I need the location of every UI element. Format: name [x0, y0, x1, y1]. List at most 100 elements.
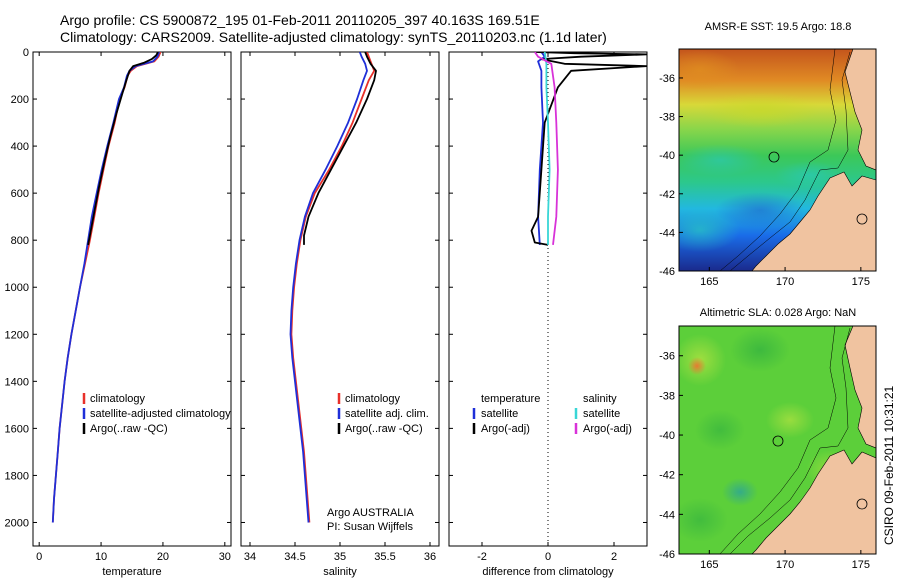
y-tick-label: 1000: [5, 282, 29, 294]
difference-x-axis: -2 0 2: [477, 52, 617, 563]
sla-map-y-axis: -36 -38 -40 -42 -44 -46: [659, 351, 683, 561]
x-tick-label: 0: [36, 551, 42, 563]
sst-argo-marker: [768, 151, 780, 163]
series-line-salinity-satellite: [543, 52, 551, 245]
salinity-panel: 34 34.5 35 35.5 36 salinity climatology sate…: [240, 51, 440, 578]
difference-panel: -2 0 2 difference from climatology tempera…: [448, 51, 648, 578]
salinity-x-axis: 34 34.5 35 35.5 36: [244, 52, 436, 563]
legend-label-climatology: climatology: [90, 393, 146, 405]
map-y-tick-label: -42: [659, 470, 675, 482]
sla-second-marker: [856, 498, 868, 510]
header-line-2: Climatology: CARS2009. Satellite-adjuste…: [60, 29, 607, 45]
salinity-series: [289, 52, 377, 523]
legend-label-temp-satellite: satellite: [481, 408, 518, 420]
map-y-tick-label: -44: [659, 227, 675, 239]
salinity-legend: climatology satellite adj. clim. Argo(..…: [337, 393, 429, 435]
sla-map-title: Altimetric SLA: 0.028 Argo: NaN: [700, 307, 857, 319]
difference-xlabel: difference from climatology: [482, 566, 614, 578]
x-tick-label: 34.5: [284, 551, 305, 563]
map-y-tick-label: -36: [659, 351, 675, 363]
x-tick-label: 30: [219, 551, 231, 563]
x-tick-label: 35: [334, 551, 346, 563]
legend-label-sal-argo: Argo(-adj): [583, 423, 632, 435]
temperature-xlabel: temperature: [102, 566, 161, 578]
temperature-x-axis: 0 10 20 30: [36, 52, 231, 563]
map-y-tick-label: -40: [659, 150, 675, 162]
sst-map-y-axis: -36 -38 -40 -42 -44 -46: [659, 73, 683, 278]
temperature-y-axis: 0 200 400 600 800 1000 1200 1400 1600 1800 2000: [5, 47, 231, 529]
x-tick-label: 35.5: [374, 551, 395, 563]
series-line-argo-raw-qc-: [87, 52, 159, 246]
salinity-xlabel: salinity: [323, 566, 357, 578]
y-tick-label: 400: [11, 141, 29, 153]
sla-map-x-axis: 165 170 175: [700, 550, 870, 571]
legend-label-climatology: climatology: [345, 393, 401, 405]
x-tick-label: 10: [95, 551, 107, 563]
map-x-tick-label: 165: [700, 559, 718, 571]
map-x-tick-label: 175: [852, 276, 870, 288]
sst-second-marker: [856, 213, 868, 225]
map-y-tick-label: -36: [659, 73, 675, 85]
salinity-axes-box: [240, 51, 440, 547]
sla-argo-marker: [772, 435, 784, 447]
series-line-satellite-adj-clim-: [289, 52, 368, 523]
annotation-argo-australia: Argo AUSTRALIA: [327, 507, 414, 519]
y-tick-label: 0: [23, 47, 29, 59]
map-x-tick-label: 165: [700, 276, 718, 288]
legend-label-satellite: satellite-adjusted climatology: [90, 408, 231, 420]
temperature-panel: 0 200 400 600 800 1000 1200 1400 1600 1800 2000 0 1…: [5, 47, 232, 578]
series-line-climatology: [51, 52, 162, 523]
legend-label-satellite: satellite adj. clim.: [345, 408, 429, 420]
map-y-tick-label: -46: [659, 266, 675, 278]
legend-label-temp-argo: Argo(-adj): [481, 423, 530, 435]
y-tick-label: 1200: [5, 329, 29, 341]
x-tick-label: -2: [477, 551, 487, 563]
csiro-timestamp: CSIRO 09-Feb-2011 10:31:21: [882, 385, 896, 545]
y-tick-label: 800: [11, 235, 29, 247]
map-x-tick-label: 170: [776, 559, 794, 571]
salinity-y-ticks: [241, 51, 439, 523]
map-y-tick-label: -38: [659, 390, 675, 402]
difference-series: [530, 52, 647, 246]
x-tick-label: 2: [611, 551, 617, 563]
header-line-1: Argo profile: CS 5900872_195 01-Feb-2011…: [60, 12, 540, 28]
x-tick-label: 0: [545, 551, 551, 563]
map-x-tick-label: 175: [852, 559, 870, 571]
series-line-satellite-adjusted-climatology: [51, 52, 161, 523]
map-y-tick-label: -44: [659, 509, 675, 521]
x-tick-label: 34: [244, 551, 256, 563]
y-tick-label: 2000: [5, 517, 29, 529]
legend-label-argo: Argo(..raw -QC): [90, 423, 168, 435]
sst-map-image: [679, 49, 876, 271]
legend-heading-temperature: temperature: [481, 393, 540, 405]
map-y-tick-label: -38: [659, 112, 675, 124]
series-line-salinity-argo-adj-: [534, 52, 559, 246]
y-tick-label: 1800: [5, 470, 29, 482]
temperature-series: [51, 52, 162, 523]
sst-map-x-axis: 165 170 175: [700, 267, 870, 288]
map-y-tick-label: -42: [659, 189, 675, 201]
legend-label-argo: Argo(..raw -QC): [345, 423, 423, 435]
sla-map-panel: Altimetric SLA: 0.028 Argo: NaN -36 -38 -4…: [659, 307, 877, 571]
x-tick-label: 36: [424, 551, 436, 563]
annotation-pi: PI: Susan Wijffels: [327, 521, 413, 533]
y-tick-label: 200: [11, 94, 29, 106]
y-tick-label: 600: [11, 188, 29, 200]
sst-map-panel: AMSR-E SST: 19.5 Argo: 18.8 -36 -38 -40 -42…: [659, 21, 877, 288]
y-tick-label: 1400: [5, 376, 29, 388]
y-tick-label: 1600: [5, 423, 29, 435]
difference-y-ticks: [449, 51, 647, 523]
temperature-axes-box: [32, 51, 232, 547]
legend-heading-salinity: salinity: [583, 393, 617, 405]
map-y-tick-label: -40: [659, 430, 675, 442]
map-y-tick-label: -46: [659, 549, 675, 561]
difference-legend: temperature satellite Argo(-adj) salinit…: [472, 393, 632, 435]
legend-label-sal-satellite: satellite: [583, 408, 620, 420]
series-line-argo-raw-qc-: [303, 52, 377, 245]
sst-map-title: AMSR-E SST: 19.5 Argo: 18.8: [705, 21, 852, 33]
temperature-legend: climatology satellite-adjusted climatolo…: [82, 393, 231, 435]
map-x-tick-label: 170: [776, 276, 794, 288]
series-line-temperature-argo-adj-: [530, 52, 647, 246]
sla-map-image: [679, 326, 876, 554]
